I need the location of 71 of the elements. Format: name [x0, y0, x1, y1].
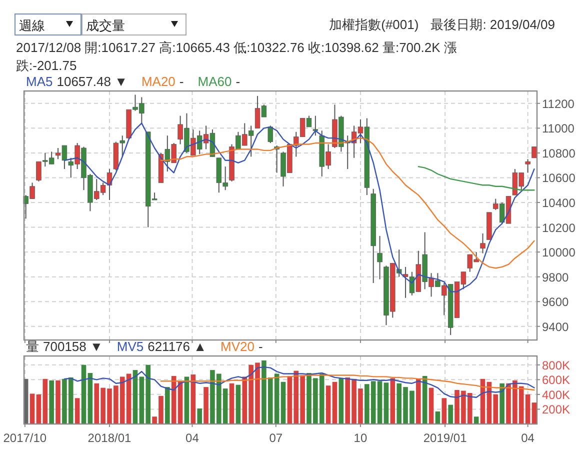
y-tick-label: 9800: [542, 270, 570, 284]
y-tick-label: 600K: [542, 373, 570, 388]
bar: [448, 404, 453, 424]
bar: [236, 384, 241, 424]
bar: [165, 387, 170, 424]
bar: [280, 382, 286, 424]
y-tick-label: 11200: [542, 96, 575, 111]
bar: [532, 402, 537, 424]
x-tick-label: 2018/01: [88, 431, 132, 445]
line-series: [160, 374, 535, 391]
x-tick-label: 2019/01: [423, 431, 468, 445]
y-tick-label: 9600: [542, 295, 570, 310]
bar: [132, 370, 138, 424]
line-series: [64, 366, 535, 398]
y-tick-label: 10200: [542, 220, 576, 235]
series-label: 量: [26, 339, 39, 354]
bar: [56, 380, 60, 424]
text: MA5: [26, 74, 53, 89]
candlestick: [525, 158, 530, 174]
text: MA60: [198, 74, 232, 89]
y-tick-label: 800K: [542, 358, 570, 372]
y-tick-label: 200K: [542, 402, 570, 417]
series-label: MV20: [220, 339, 254, 354]
y-tick-label: 10000: [542, 246, 576, 260]
annotation: 700158 ▼: [43, 339, 103, 354]
x-tick-label: 2017/10: [3, 431, 47, 445]
annotation: -: [258, 339, 263, 354]
bar: [338, 378, 344, 424]
bar: [49, 380, 54, 424]
text: MA20: [141, 74, 176, 89]
x-tick-label: 10: [354, 431, 368, 445]
bar: [384, 382, 389, 424]
x-tick-label: 04: [186, 431, 200, 445]
y-tick-label: 11000: [542, 122, 575, 136]
candlestick: [480, 232, 486, 254]
bar: [88, 373, 93, 424]
bar: [81, 364, 86, 424]
y-tick-label: 400K: [542, 388, 570, 402]
bar: [197, 408, 202, 424]
y-tick-label: 9400: [542, 320, 570, 334]
bar: [428, 388, 434, 424]
text: 10657.48 ▼: [56, 74, 128, 89]
bar: [435, 411, 440, 424]
x-tick-label: 07: [269, 431, 283, 445]
bar: [416, 378, 421, 424]
candlestick: [268, 125, 273, 144]
bar: [74, 398, 80, 424]
text: -: [179, 74, 184, 89]
y-tick-label: 10400: [542, 196, 576, 210]
bar: [332, 382, 338, 424]
bar: [30, 394, 35, 424]
candlestick: [377, 235, 382, 280]
bar: [390, 378, 396, 424]
text: 成交量: [86, 18, 125, 33]
bar: [184, 376, 190, 424]
x-tick-label: 04: [521, 431, 535, 445]
y-tick-label: 10600: [542, 171, 576, 186]
text: 週線: [19, 18, 45, 33]
text: 2017/12/08 開:10617.27 高:10665.43 低:10322.76 收:10398.62 量:700.2K 漲跌:-201.75: [16, 39, 458, 75]
candlestick: [312, 115, 318, 136]
text: -: [236, 74, 240, 89]
bar: [500, 383, 504, 424]
bar: [229, 383, 234, 424]
chart-subtitle: 最後日期: 2019/04/09: [430, 17, 555, 32]
chart-title: 加權指數(#001): [329, 17, 419, 32]
series-label: MV5: [116, 339, 144, 354]
bar: [326, 386, 331, 424]
y-tick-label: 10800: [542, 146, 576, 160]
bar: [204, 387, 208, 424]
bar: [442, 398, 447, 424]
annotation: 621176 ▲: [148, 339, 206, 354]
